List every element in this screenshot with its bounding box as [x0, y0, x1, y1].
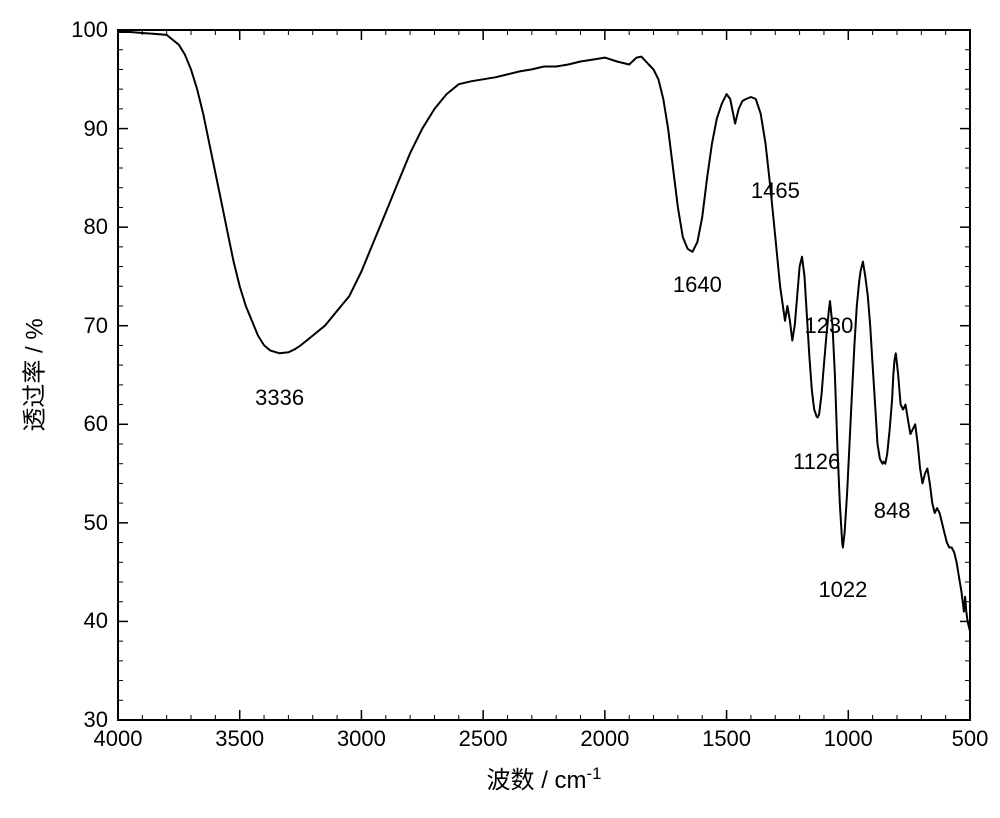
x-tick-label: 1500 [702, 726, 751, 752]
y-axis-label: 透过率 / % [15, 318, 50, 431]
x-tick-label: 1000 [824, 726, 873, 752]
y-tick-label: 50 [84, 510, 108, 536]
peak-label: 1230 [804, 313, 853, 339]
ir-spectrum-figure: 波数 / cm-1 透过率 / % 4000350030002500200015… [0, 0, 1000, 818]
peak-label: 1640 [673, 272, 722, 298]
x-tick-label: 3000 [337, 726, 386, 752]
x-tick-label: 2500 [459, 726, 508, 752]
x-tick-label: 3500 [215, 726, 264, 752]
x-tick-label: 500 [952, 726, 989, 752]
y-tick-label: 80 [84, 214, 108, 240]
y-tick-label: 100 [71, 17, 108, 43]
y-tick-label: 70 [84, 313, 108, 339]
y-tick-label: 90 [84, 116, 108, 142]
peak-label: 1022 [818, 577, 867, 603]
y-tick-label: 30 [84, 707, 108, 733]
x-tick-label: 2000 [580, 726, 629, 752]
chart-svg [0, 0, 1000, 818]
x-axis-label: 波数 / cm-1 [487, 760, 602, 795]
peak-label: 1126 [793, 449, 840, 475]
peak-label: 3336 [255, 385, 304, 411]
peak-label: 848 [874, 498, 911, 524]
y-tick-label: 40 [84, 608, 108, 634]
y-tick-label: 60 [84, 411, 108, 437]
peak-label: 1465 [751, 178, 800, 204]
